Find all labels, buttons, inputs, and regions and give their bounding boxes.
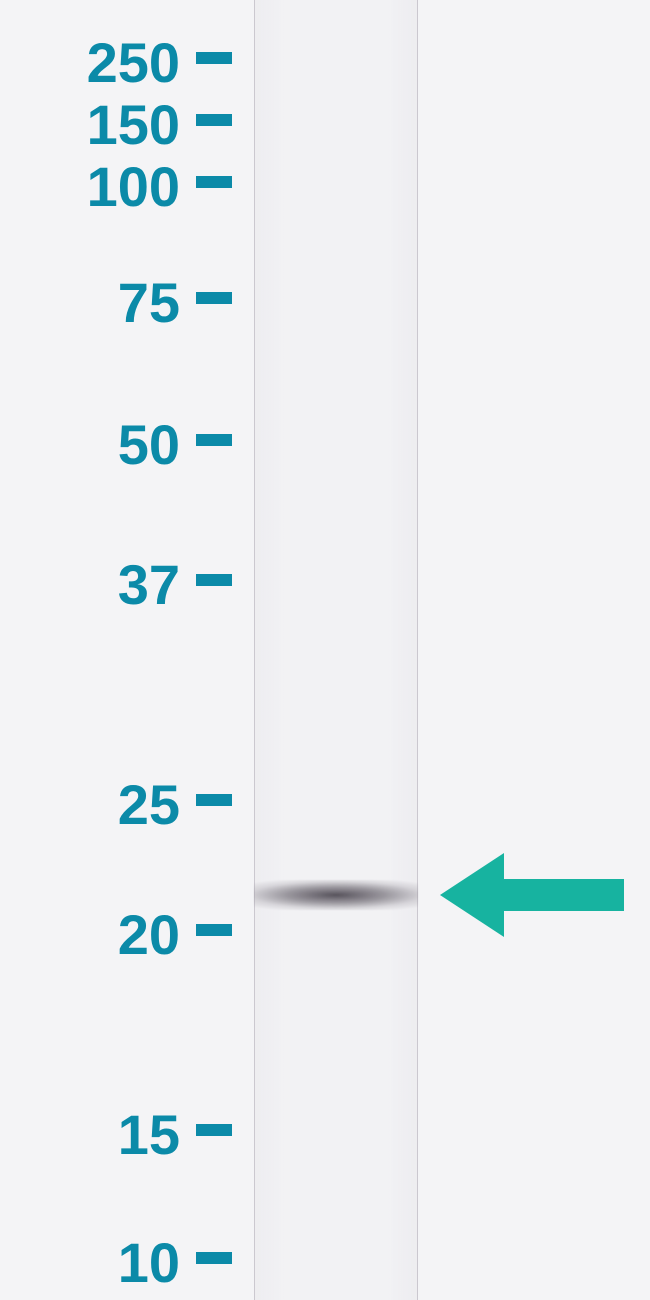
arrow-stem — [504, 879, 624, 911]
band-arrow — [0, 0, 650, 1300]
blot-figure: 25015010075503725201510 — [0, 0, 650, 1300]
arrow-head-icon — [440, 853, 504, 937]
